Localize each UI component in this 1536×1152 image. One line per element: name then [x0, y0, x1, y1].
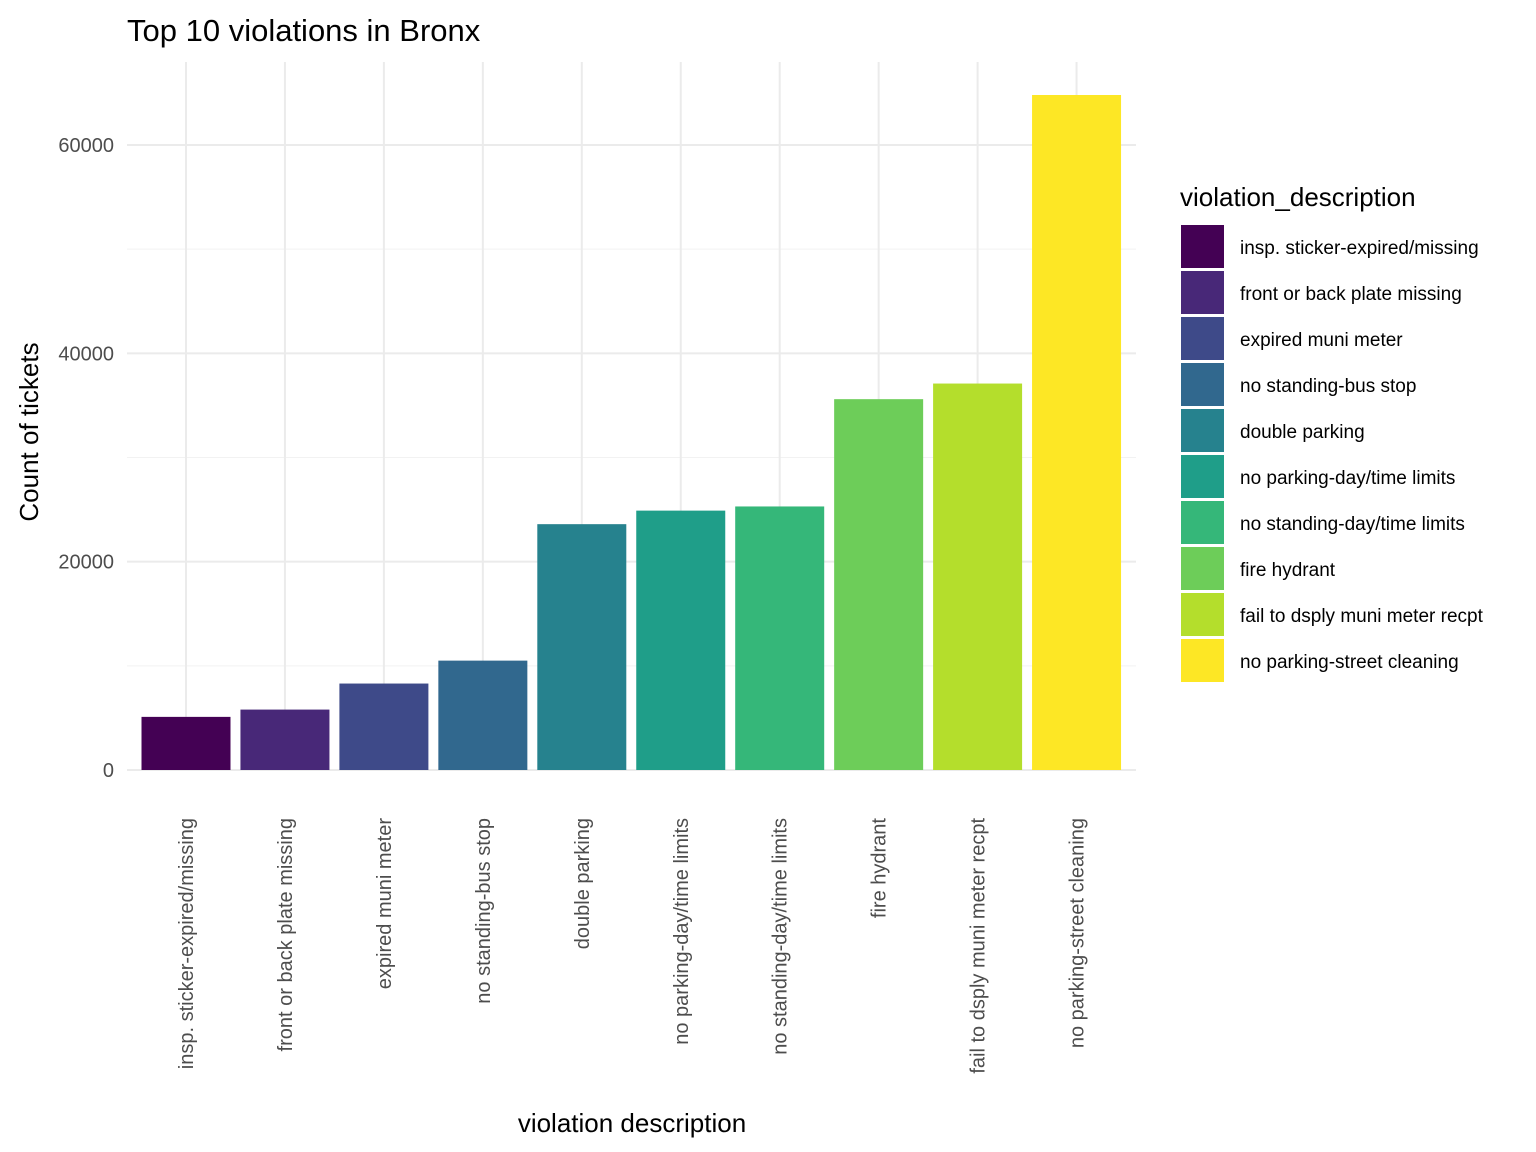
x-tick-label: no parking-street cleaning	[1067, 818, 1089, 1048]
x-axis-ticks: insp. sticker-expired/missing front or ba…	[176, 818, 1089, 1074]
legend-label: front or back plate missing	[1240, 284, 1462, 305]
x-tick-label: no standing-bus stop	[473, 818, 495, 1004]
y-axis-ticks: 0 20000 40000 60000	[58, 135, 114, 782]
bar	[735, 506, 825, 770]
bar	[240, 709, 330, 770]
legend-label: no standing-bus stop	[1240, 376, 1416, 397]
legend-swatch	[1181, 409, 1224, 452]
bar	[339, 683, 429, 770]
legend-label: no parking-day/time limits	[1240, 468, 1455, 489]
x-tick-label: no standing-day/time limits	[770, 818, 792, 1055]
x-tick-label: fire hydrant	[869, 818, 891, 918]
legend-label: fire hydrant	[1240, 560, 1336, 581]
legend-label: no standing-day/time limits	[1240, 514, 1465, 535]
y-axis-title: Count of tickets	[14, 342, 44, 521]
bar	[1032, 95, 1122, 770]
bar	[537, 524, 627, 770]
y-tick-label: 40000	[58, 343, 114, 365]
bars	[141, 95, 1122, 770]
legend-label: no parking-street cleaning	[1240, 652, 1459, 673]
legend-swatch	[1181, 639, 1224, 682]
legend-swatch	[1181, 455, 1224, 498]
y-tick-label: 60000	[58, 135, 114, 157]
x-tick-label: expired muni meter	[374, 818, 396, 990]
x-tick-label: front or back plate missing	[275, 818, 297, 1051]
legend-title: violation_description	[1180, 182, 1416, 212]
legend-label: fail to dsply muni meter recpt	[1240, 606, 1484, 627]
legend-swatch	[1181, 501, 1224, 544]
bar	[636, 510, 726, 770]
y-tick-label: 20000	[58, 552, 114, 574]
chart-title: Top 10 violations in Bronx	[127, 13, 481, 48]
legend-label: expired muni meter	[1240, 330, 1403, 351]
bar	[141, 716, 231, 770]
legend-swatch	[1181, 225, 1224, 268]
bar	[834, 399, 924, 770]
legend-swatch	[1181, 547, 1224, 590]
bar	[438, 660, 528, 770]
legend: insp. sticker-expired/missing front or ba…	[1181, 225, 1484, 682]
x-axis-title: violation description	[518, 1108, 746, 1138]
x-tick-label: no parking-day/time limits	[671, 818, 693, 1045]
y-tick-label: 0	[103, 760, 114, 782]
legend-label: insp. sticker-expired/missing	[1240, 238, 1479, 259]
x-tick-label: fail to dsply muni meter recpt	[968, 818, 990, 1074]
legend-swatch	[1181, 363, 1224, 406]
legend-swatch	[1181, 271, 1224, 314]
x-tick-label: double parking	[572, 818, 594, 949]
bar	[933, 383, 1023, 770]
legend-swatch	[1181, 317, 1224, 360]
legend-swatch	[1181, 593, 1224, 636]
x-tick-label: insp. sticker-expired/missing	[176, 818, 198, 1069]
legend-label: double parking	[1240, 422, 1365, 443]
